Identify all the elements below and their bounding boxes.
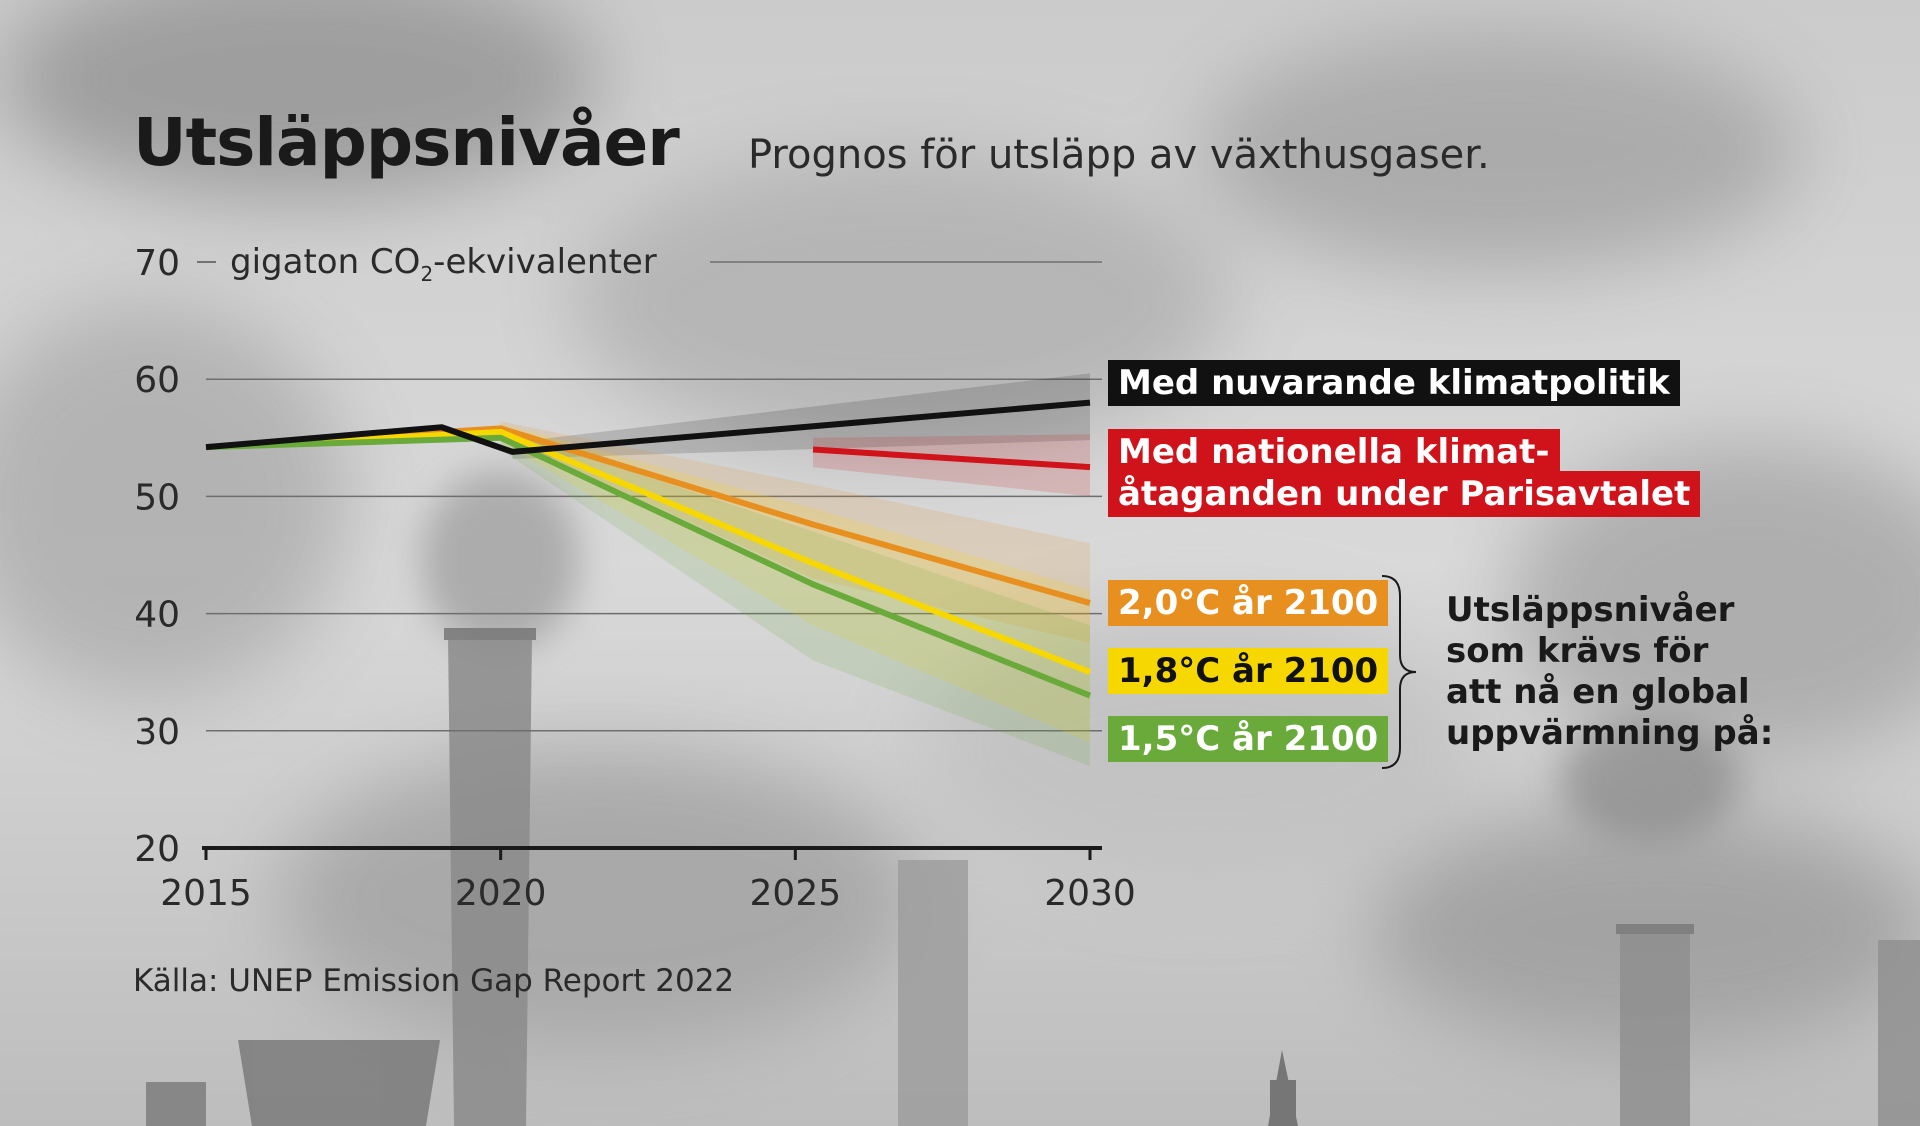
chart-title: Utsläppsnivåer: [133, 104, 680, 181]
y-tick-label: 40: [134, 595, 180, 636]
legend-ndc-line1: Med nationella klimat-: [1108, 429, 1560, 475]
uncertainty-band: [500, 423, 1091, 743]
uncertainty-bands: [500, 373, 1091, 766]
x-axis: [202, 846, 1102, 860]
legend-ndc-line2: åtaganden under Parisavtalet: [1108, 471, 1701, 517]
uncertainty-band: [500, 428, 1091, 766]
curly-bracket: [1381, 575, 1417, 769]
y-tick-label: 50: [134, 477, 180, 518]
y-tick-label: 60: [134, 360, 180, 401]
y-axis-unit-label: gigaton CO2-ekvivalenter: [230, 242, 657, 286]
legend-current-policy: Med nuvarande klimatpolitik: [1108, 360, 1680, 406]
x-tick-label: 2015: [160, 873, 252, 914]
bracket-line: att nå en global: [1446, 672, 1750, 712]
legend-2-0c: 2,0°C år 2100: [1108, 580, 1389, 626]
legend-1-5c: 1,5°C år 2100: [1108, 716, 1389, 762]
y-tick-label: 20: [134, 829, 180, 870]
bracket-line: Utsläppsnivåer: [1446, 590, 1735, 630]
x-tick-label: 2025: [750, 873, 842, 914]
source-note: Källa: UNEP Emission Gap Report 2022: [133, 963, 735, 999]
bracket-line: uppvärmning på:: [1446, 713, 1774, 753]
legend-1-8c: 1,8°C år 2100: [1108, 648, 1389, 694]
y-tick-label: 70: [134, 243, 180, 284]
x-tick-label: 2030: [1044, 873, 1136, 914]
y-tick-label: 30: [134, 712, 180, 753]
series-line: [812, 446, 1091, 471]
series-lines: [205, 399, 1092, 699]
uncertainty-band: [813, 434, 1090, 497]
chart-subtitle: Prognos för utsläpp av växthusgaser.: [748, 132, 1490, 178]
x-tick-label: 2020: [455, 873, 547, 914]
series-line: [205, 399, 1091, 455]
bracket: [1381, 575, 1417, 769]
bracket-line: som krävs för: [1446, 631, 1709, 671]
series-line: [205, 434, 1092, 699]
bracket-annotation: Utsläppsnivåer som krävs för att nå en g…: [1446, 590, 1846, 754]
